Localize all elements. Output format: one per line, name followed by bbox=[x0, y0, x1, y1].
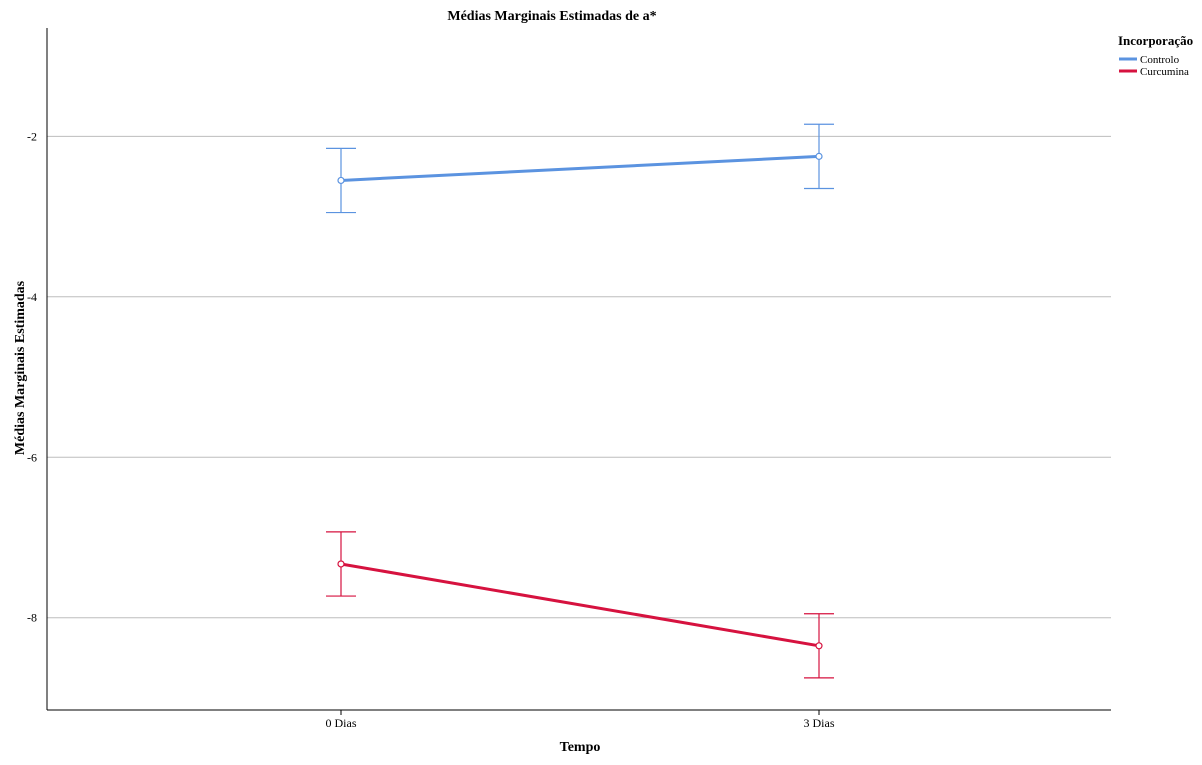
y-axis-title: Médias Marginais Estimadas bbox=[13, 280, 28, 455]
x-axis-title: Tempo bbox=[560, 740, 601, 755]
data-point-1-1 bbox=[815, 642, 823, 650]
x-tick-label-0: 0 Dias bbox=[326, 716, 357, 730]
legend-label-0: Controlo bbox=[1140, 54, 1180, 66]
x-tick-label-1: 3 Dias bbox=[804, 716, 835, 730]
data-point-1-0 bbox=[337, 560, 345, 568]
legend-title: Incorporação bbox=[1118, 33, 1193, 48]
series-layer bbox=[326, 123, 834, 679]
series-line-1 bbox=[340, 562, 820, 648]
grid-layer bbox=[47, 135, 1111, 619]
axis-layer: -2 -4 -6 -8 0 Dias 3 Dias bbox=[27, 28, 1111, 730]
series-line-0 bbox=[340, 154, 820, 182]
y-tick-label-0: -2 bbox=[27, 129, 37, 143]
legend-label-1: Curcumina bbox=[1140, 66, 1189, 78]
data-point-0-1 bbox=[815, 152, 823, 160]
chart-title: Médias Marginais Estimadas de a* bbox=[447, 9, 656, 24]
y-tick-label-3: -8 bbox=[27, 611, 37, 625]
data-point-0-0 bbox=[337, 176, 345, 185]
y-tick-label-1: -4 bbox=[27, 290, 37, 304]
y-tick-label-2: -6 bbox=[27, 450, 37, 464]
